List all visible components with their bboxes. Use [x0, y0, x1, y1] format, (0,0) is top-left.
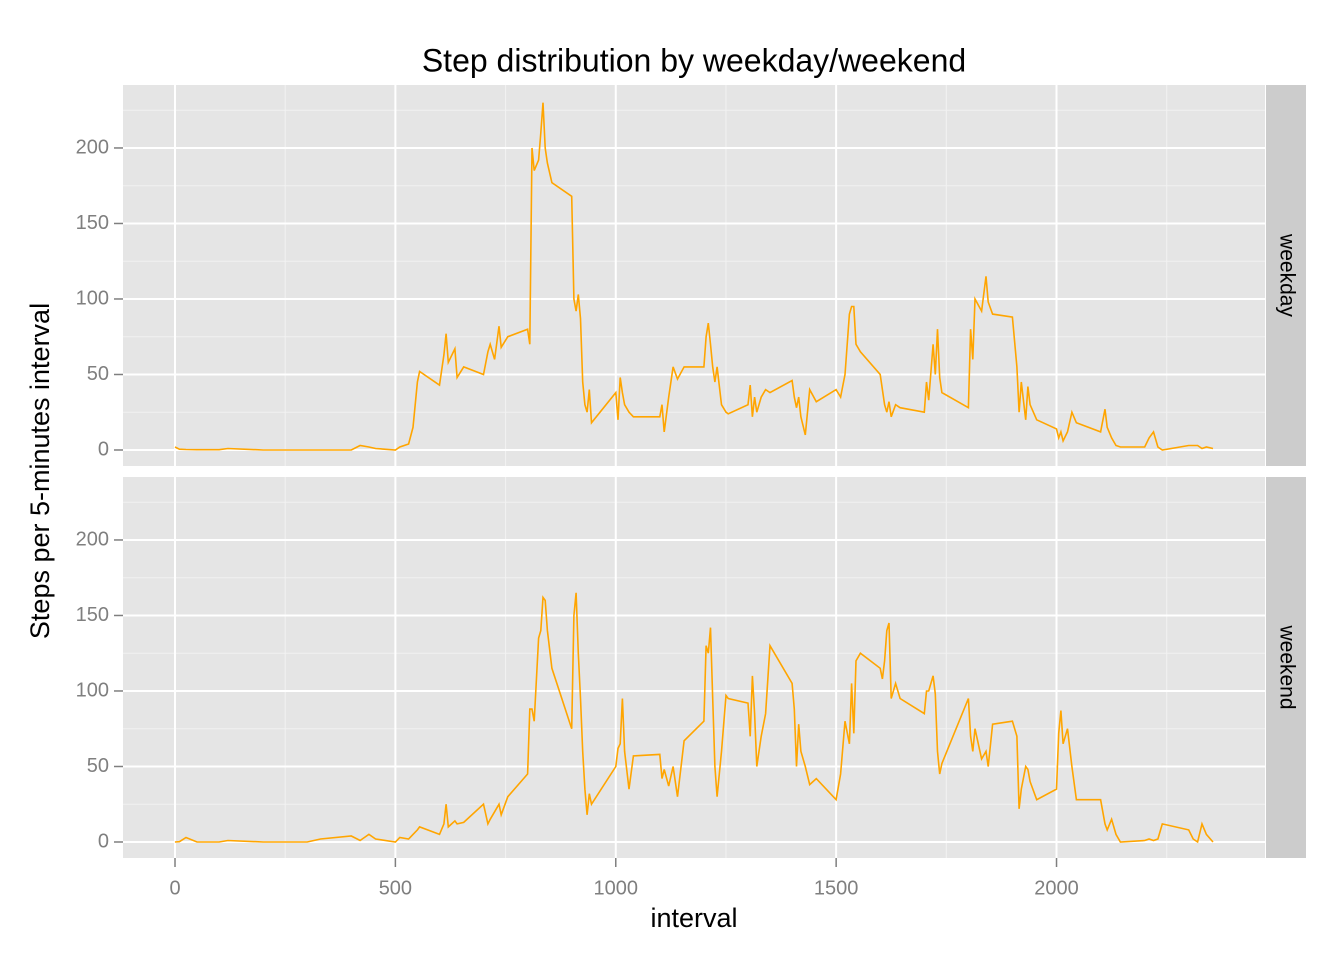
y-tick-label: 200 — [76, 136, 109, 158]
panel-background — [123, 85, 1265, 466]
y-tick-label: 150 — [76, 212, 109, 234]
strip-background — [1266, 477, 1306, 858]
y-tick-label: 50 — [87, 755, 109, 777]
y-tick-label: 200 — [76, 528, 109, 550]
y-tick-label: 100 — [76, 679, 109, 701]
x-tick-label: 500 — [379, 877, 412, 899]
strip-background — [1266, 85, 1306, 466]
x-axis-label: interval — [650, 903, 737, 933]
y-axis-label: Steps per 5-minutes interval — [25, 303, 55, 639]
x-tick-label: 1500 — [814, 877, 859, 899]
y-tick-label: 100 — [76, 287, 109, 309]
y-tick-label: 0 — [98, 438, 109, 460]
panel-background — [123, 477, 1265, 858]
x-tick-label: 0 — [169, 877, 180, 899]
y-tick-label: 150 — [76, 604, 109, 626]
strip-label: weekday — [1275, 233, 1298, 317]
strip-label: weekend — [1275, 624, 1298, 709]
x-tick-label: 1000 — [594, 877, 639, 899]
chart-title: Step distribution by weekday/weekend — [422, 42, 966, 78]
y-tick-label: 0 — [98, 830, 109, 852]
data-line — [174, 592, 1214, 844]
data-line — [174, 102, 1214, 451]
x-tick-label: 2000 — [1034, 877, 1079, 899]
y-tick-label: 50 — [87, 363, 109, 385]
